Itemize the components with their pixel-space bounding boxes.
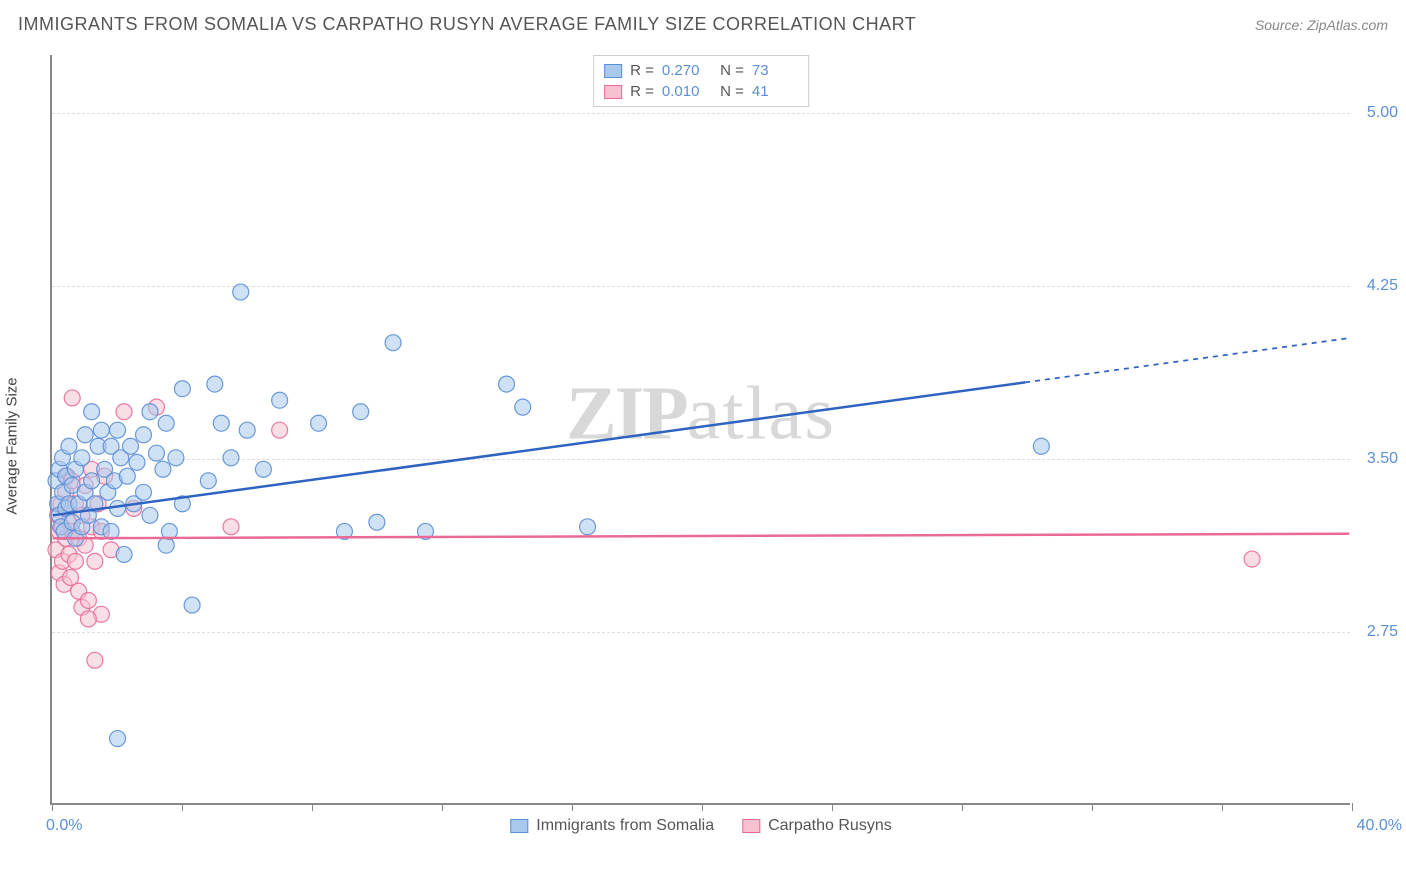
legend-stat-row: R = 0.270 N = 73 bbox=[604, 60, 798, 81]
data-point bbox=[369, 514, 385, 530]
data-point bbox=[129, 454, 145, 470]
data-point bbox=[353, 404, 369, 420]
data-point bbox=[233, 284, 249, 300]
y-tick-label: 5.00 bbox=[1367, 104, 1398, 122]
data-point bbox=[580, 519, 596, 535]
legend-stat-row: R = 0.010 N = 41 bbox=[604, 81, 798, 102]
x-axis-max-label: 40.0% bbox=[1357, 817, 1402, 835]
x-axis-min-label: 0.0% bbox=[46, 817, 82, 835]
x-tick-mark bbox=[312, 803, 313, 811]
regression-line bbox=[53, 382, 1025, 515]
y-axis-label: Average Family Size bbox=[4, 377, 21, 514]
data-point bbox=[93, 422, 109, 438]
data-point bbox=[67, 553, 83, 569]
data-point bbox=[255, 461, 271, 477]
y-tick-label: 3.50 bbox=[1367, 450, 1398, 468]
legend-swatch bbox=[604, 64, 622, 78]
legend-r-value: 0.010 bbox=[662, 83, 708, 100]
data-point bbox=[64, 390, 80, 406]
data-point bbox=[77, 427, 93, 443]
data-point bbox=[168, 450, 184, 466]
x-tick-mark bbox=[52, 803, 53, 811]
data-point bbox=[148, 445, 164, 461]
data-point bbox=[142, 507, 158, 523]
data-point bbox=[110, 731, 126, 747]
data-point bbox=[223, 450, 239, 466]
data-point bbox=[80, 611, 96, 627]
chart-plot-area: ZIPatlas 2.753.504.255.00 R =0.270 N =73… bbox=[50, 55, 1350, 805]
legend-series: Immigrants from Somalia Carpatho Rusyns bbox=[510, 817, 891, 835]
data-point bbox=[515, 399, 531, 415]
legend-swatch bbox=[742, 819, 760, 833]
data-point bbox=[84, 404, 100, 420]
data-point bbox=[207, 376, 223, 392]
legend-n-label: N = bbox=[716, 83, 744, 100]
data-point bbox=[174, 381, 190, 397]
data-point bbox=[136, 427, 152, 443]
data-point bbox=[110, 422, 126, 438]
scatter-plot-svg bbox=[52, 55, 1350, 803]
data-point bbox=[61, 438, 77, 454]
legend-series-item: Carpatho Rusyns bbox=[742, 817, 892, 835]
data-point bbox=[136, 484, 152, 500]
x-tick-mark bbox=[442, 803, 443, 811]
data-point bbox=[223, 519, 239, 535]
data-point bbox=[116, 404, 132, 420]
data-point bbox=[184, 597, 200, 613]
regression-line bbox=[53, 534, 1350, 539]
x-tick-mark bbox=[572, 803, 573, 811]
data-point bbox=[239, 422, 255, 438]
data-point bbox=[116, 546, 132, 562]
x-tick-mark bbox=[182, 803, 183, 811]
data-point bbox=[119, 468, 135, 484]
legend-n-value: 41 bbox=[752, 83, 798, 100]
legend-swatch bbox=[510, 819, 528, 833]
data-point bbox=[63, 569, 79, 585]
legend-swatch bbox=[604, 85, 622, 99]
data-point bbox=[1033, 438, 1049, 454]
legend-r-label: R = bbox=[630, 83, 654, 100]
legend-series-label: Immigrants from Somalia bbox=[536, 817, 714, 835]
data-point bbox=[123, 438, 139, 454]
data-point bbox=[142, 404, 158, 420]
x-tick-mark bbox=[702, 803, 703, 811]
x-tick-mark bbox=[1092, 803, 1093, 811]
data-point bbox=[272, 422, 288, 438]
data-point bbox=[499, 376, 515, 392]
y-tick-label: 4.25 bbox=[1367, 277, 1398, 295]
x-tick-mark bbox=[1352, 803, 1353, 811]
data-point bbox=[158, 415, 174, 431]
data-point bbox=[272, 392, 288, 408]
data-point bbox=[200, 473, 216, 489]
source-label: Source: ZipAtlas.com bbox=[1255, 17, 1388, 33]
x-tick-mark bbox=[962, 803, 963, 811]
data-point bbox=[311, 415, 327, 431]
data-point bbox=[1244, 551, 1260, 567]
x-tick-mark bbox=[1222, 803, 1223, 811]
data-point bbox=[84, 473, 100, 489]
legend-series-label: Carpatho Rusyns bbox=[768, 817, 892, 835]
x-tick-mark bbox=[832, 803, 833, 811]
legend-series-item: Immigrants from Somalia bbox=[510, 817, 714, 835]
chart-title: IMMIGRANTS FROM SOMALIA VS CARPATHO RUSY… bbox=[18, 14, 916, 35]
y-tick-label: 2.75 bbox=[1367, 623, 1398, 641]
legend-r-label: R = bbox=[630, 62, 654, 79]
data-point bbox=[213, 415, 229, 431]
legend-r-value: 0.270 bbox=[662, 62, 708, 79]
legend-n-value: 73 bbox=[752, 62, 798, 79]
regression-line-extrapolated bbox=[1025, 338, 1349, 382]
legend-n-label: N = bbox=[716, 62, 744, 79]
data-point bbox=[74, 450, 90, 466]
data-point bbox=[80, 592, 96, 608]
data-point bbox=[87, 652, 103, 668]
data-point bbox=[155, 461, 171, 477]
data-point bbox=[385, 335, 401, 351]
legend-stats-box: R = 0.270 N = 73 R = 0.010 N = 41 bbox=[593, 55, 809, 107]
data-point bbox=[87, 553, 103, 569]
